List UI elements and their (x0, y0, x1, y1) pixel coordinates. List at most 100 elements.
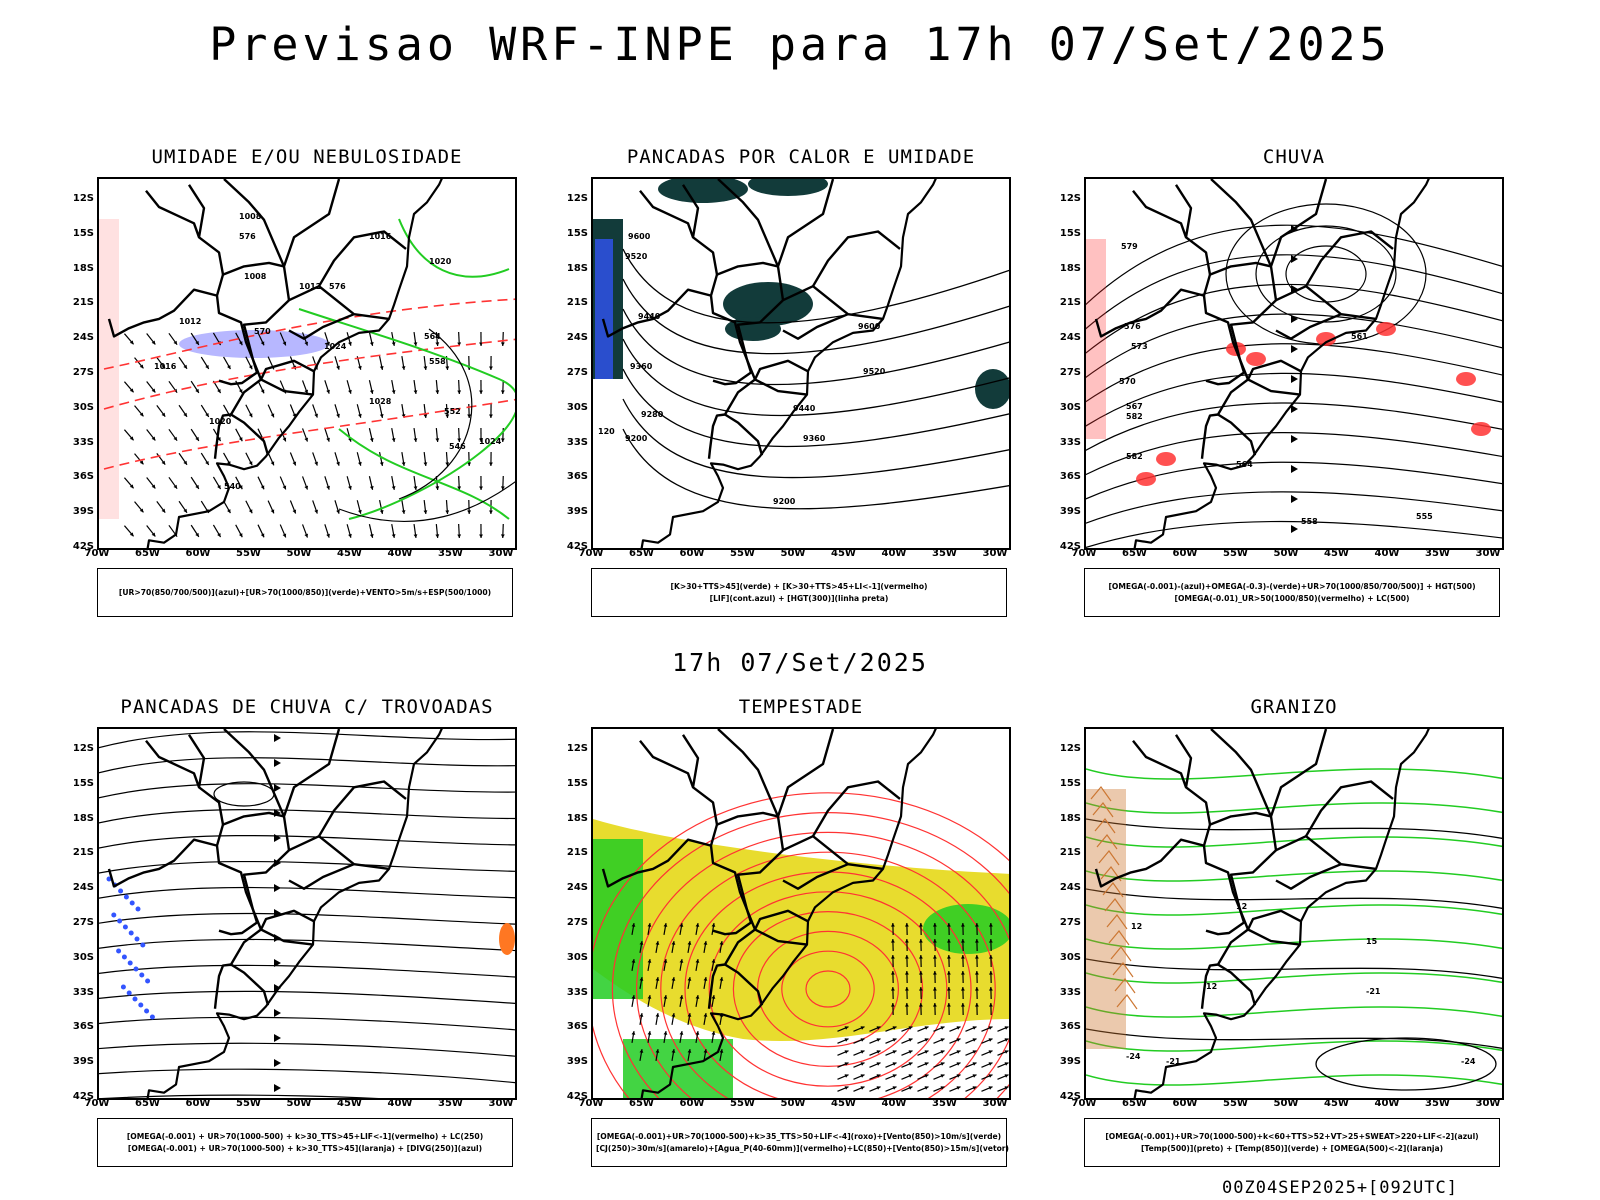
panel-title: CHUVA (1262, 146, 1326, 168)
legend-line: [OMEGA(-0.001)+UR>70(1000-500)+k<60+TTS>… (1105, 1131, 1479, 1141)
latitude-label: 30S (1059, 401, 1081, 413)
map-canvas: 9600 9520 9440 9360 9280 9200 9600 9520 9440 9360… (593, 179, 1009, 548)
longitude-label: 65W (1122, 1098, 1147, 1109)
longitude-label: 70W (1071, 1098, 1097, 1109)
contour-label: 546 (449, 442, 466, 451)
latitude-label: 18S (566, 262, 588, 274)
contour-label: 576 (329, 282, 346, 291)
latitude-label: 39S (1059, 1056, 1081, 1068)
latitude-label: 42S (72, 1091, 94, 1102)
latitude-label: 33S (566, 986, 588, 998)
longitude-label: 55W (236, 548, 261, 559)
latitude-label: 33S (72, 986, 94, 998)
contour-label: 1008 (244, 272, 267, 281)
panel-legend: [UR>70(850/700/500)](azul)+[UR>70(1000/8… (97, 568, 513, 617)
longitude-label: 45W (337, 548, 362, 559)
longitude-label: 30W (488, 548, 514, 559)
contour-label: 9520 (863, 367, 886, 376)
latitude-label: 36S (1059, 471, 1081, 483)
latitude-label: 24S (1059, 332, 1081, 344)
latitude-label: 39S (72, 506, 94, 518)
panel-title: GRANIZO (1250, 696, 1338, 718)
legend-line: [OMEGA(-0.001) + UR>70(1000-500) + k>30_… (126, 1131, 484, 1141)
longitude-label: 55W (730, 1098, 755, 1109)
latitude-label: 15S (72, 227, 94, 239)
contour-label: 12 (1206, 982, 1217, 991)
latitude-label: 18S (566, 812, 588, 824)
contour-label: 9440 (793, 404, 816, 413)
longitude-label: 30W (1475, 548, 1501, 559)
contour-label: 579 (1121, 242, 1138, 251)
latitude-label: 27S (1059, 367, 1081, 378)
latitude-label: 27S (72, 367, 94, 378)
contour-label: 570 (1119, 377, 1136, 386)
contour-label: 1012 (299, 282, 321, 291)
latitude-label: 36S (72, 471, 94, 483)
longitude-label: 35W (932, 548, 957, 559)
contour-label: 15 (1366, 937, 1378, 946)
contour-label: 9200 (625, 434, 648, 443)
panel-legend: [OMEGA(-0.001)+UR>70(1000-500)+k>35_TTS>… (591, 1118, 1010, 1167)
latitude-label: 18S (72, 812, 94, 824)
longitude-label: 65W (629, 548, 654, 559)
longitude-label: 70W (84, 1098, 110, 1109)
longitude-label: 40W (881, 548, 907, 559)
latitude-label: 15S (1059, 777, 1081, 789)
legend-line: [OMEGA(-0.001)+UR>70(1000-500)+k>35_TTS>… (596, 1131, 1002, 1141)
longitude-label: 50W (780, 548, 806, 559)
latitude-label: 24S (1059, 882, 1081, 894)
legend-line: [OMEGA(-0.001)-(azul)+OMEGA(-0.3)-(verde… (1108, 581, 1476, 591)
latitude-label: 21S (72, 297, 94, 309)
legend-line: [OMEGA(-0.01)_UR>50(1000/850)(vermelho) … (1174, 593, 1410, 603)
forecast-map: 9600 9520 9440 9360 9280 9200 9600 9520 9440 9360… (591, 177, 1011, 550)
latitude-label: 24S (566, 882, 588, 894)
latitude-label: 12S (566, 193, 588, 204)
legend-line: [CJ(250)>30m/s](amarelo)+[Agua_P(40-60mm… (596, 1143, 1010, 1153)
contour-label: 9280 (641, 410, 664, 419)
longitude-label: 30W (488, 1098, 514, 1109)
latitude-label: 12S (1059, 743, 1081, 754)
contour-label: 9600 (628, 232, 651, 241)
latitude-label: 39S (72, 1056, 94, 1068)
latitude-label: 36S (72, 1021, 94, 1033)
latitude-label: 21S (72, 847, 94, 859)
latitude-label: 39S (566, 506, 588, 518)
longitude-label: 60W (1172, 1098, 1198, 1109)
contour-label: 555 (1416, 512, 1433, 521)
longitude-label: 50W (1273, 1098, 1299, 1109)
forecast-map (97, 727, 517, 1100)
contour-label: 1028 (369, 397, 392, 406)
map-canvas: 1008 1008 1012 1012 1016 1016 1020 1020 1024 1024… (99, 179, 515, 548)
contour-label: 573 (1131, 342, 1148, 351)
longitude-label: 60W (679, 1098, 705, 1109)
longitude-label: 45W (831, 548, 856, 559)
contour-label: 561 (1351, 332, 1368, 341)
latitude-label: 24S (72, 332, 94, 344)
panel-title: PANCADAS POR CALOR E UMIDADE (626, 146, 976, 168)
panel-title: UMIDADE E/OU NEBULOSIDADE (151, 146, 463, 168)
latitude-label: 42S (1059, 541, 1081, 552)
panel-legend: [OMEGA(-0.001) + UR>70(1000-500) + k>30_… (97, 1118, 513, 1167)
latitude-label: 21S (1059, 297, 1081, 309)
latitude-label: 12S (72, 743, 94, 754)
latitude-label: 30S (72, 401, 94, 413)
latitude-label: 42S (566, 541, 588, 552)
contour-label: 576 (1124, 322, 1141, 331)
latitude-label: 42S (566, 1091, 588, 1102)
contour-label: 12 (1131, 922, 1142, 931)
contour-label: 582 (1126, 452, 1143, 461)
contour-label: 564 (1236, 460, 1253, 469)
main-title: Previsao WRF-INPE para 17h 07/Set/2025 (209, 18, 1391, 71)
latitude-label: 36S (566, 471, 588, 483)
contour-label: -24 (1126, 1052, 1141, 1061)
latitude-label: 27S (72, 917, 94, 928)
latitude-label: 27S (566, 367, 588, 378)
latitude-label: 27S (1059, 917, 1081, 928)
longitude-label: 30W (982, 548, 1008, 559)
contour-label: 9520 (625, 252, 648, 261)
panel-legend: [OMEGA(-0.001)-(azul)+OMEGA(-0.3)-(verde… (1084, 568, 1500, 617)
map-canvas: 12 15 -21 12 -21 -24 -24 12 (1086, 729, 1502, 1098)
longitude-label: 55W (730, 548, 755, 559)
forecast-map: 582 582 579 576 573 570 567 564 561 558 555 (1084, 177, 1504, 550)
longitude-label: 35W (932, 1098, 957, 1109)
